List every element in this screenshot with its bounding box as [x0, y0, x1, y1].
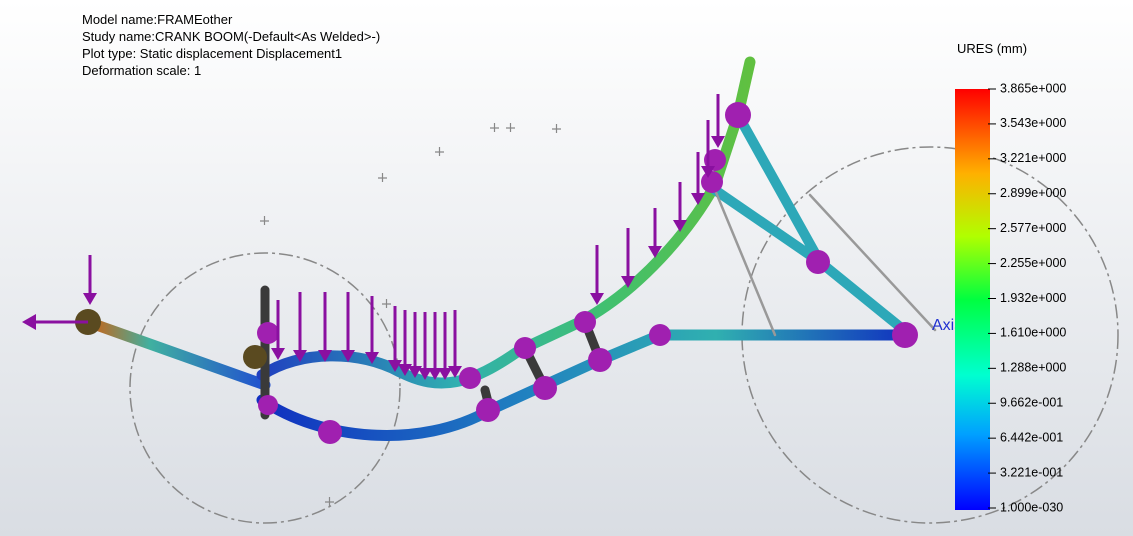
legend-label: 1.610e+000 [1000, 326, 1066, 340]
deformation-scale: Deformation scale: 1 [82, 63, 201, 78]
legend-label: 3.221e+000 [1000, 151, 1066, 165]
legend-label: 3.865e+000 [1000, 81, 1066, 95]
legend-label: 2.899e+000 [1000, 186, 1066, 200]
screenshot: Model name:FRAMEother Study name:CRANK B… [0, 0, 1133, 536]
legend-label: 2.577e+000 [1000, 221, 1066, 235]
legend-label: 1.288e+000 [1000, 361, 1066, 375]
study-name: Study name:CRANK BOOM(-Default<As Welded… [82, 29, 380, 44]
viewport: Model name:FRAMEother Study name:CRANK B… [0, 0, 1133, 536]
legend-label: 1.000e-030 [1000, 500, 1063, 514]
legend-label: 2.255e+000 [1000, 256, 1066, 270]
legend-label: 3.221e-001 [1000, 465, 1063, 479]
legend-label: 1.932e+000 [1000, 291, 1066, 305]
legend-label: 6.442e-001 [1000, 430, 1063, 444]
model-name: Model name:FRAMEother [82, 12, 233, 27]
legend-label: 3.543e+000 [1000, 116, 1066, 130]
legend-title: URES (mm) [957, 41, 1027, 56]
color-bar [955, 89, 990, 510]
legend-label: 9.662e-001 [1000, 396, 1063, 410]
fixed-joint [243, 345, 267, 369]
plot-type: Plot type: Static displacement Displacem… [82, 46, 342, 61]
